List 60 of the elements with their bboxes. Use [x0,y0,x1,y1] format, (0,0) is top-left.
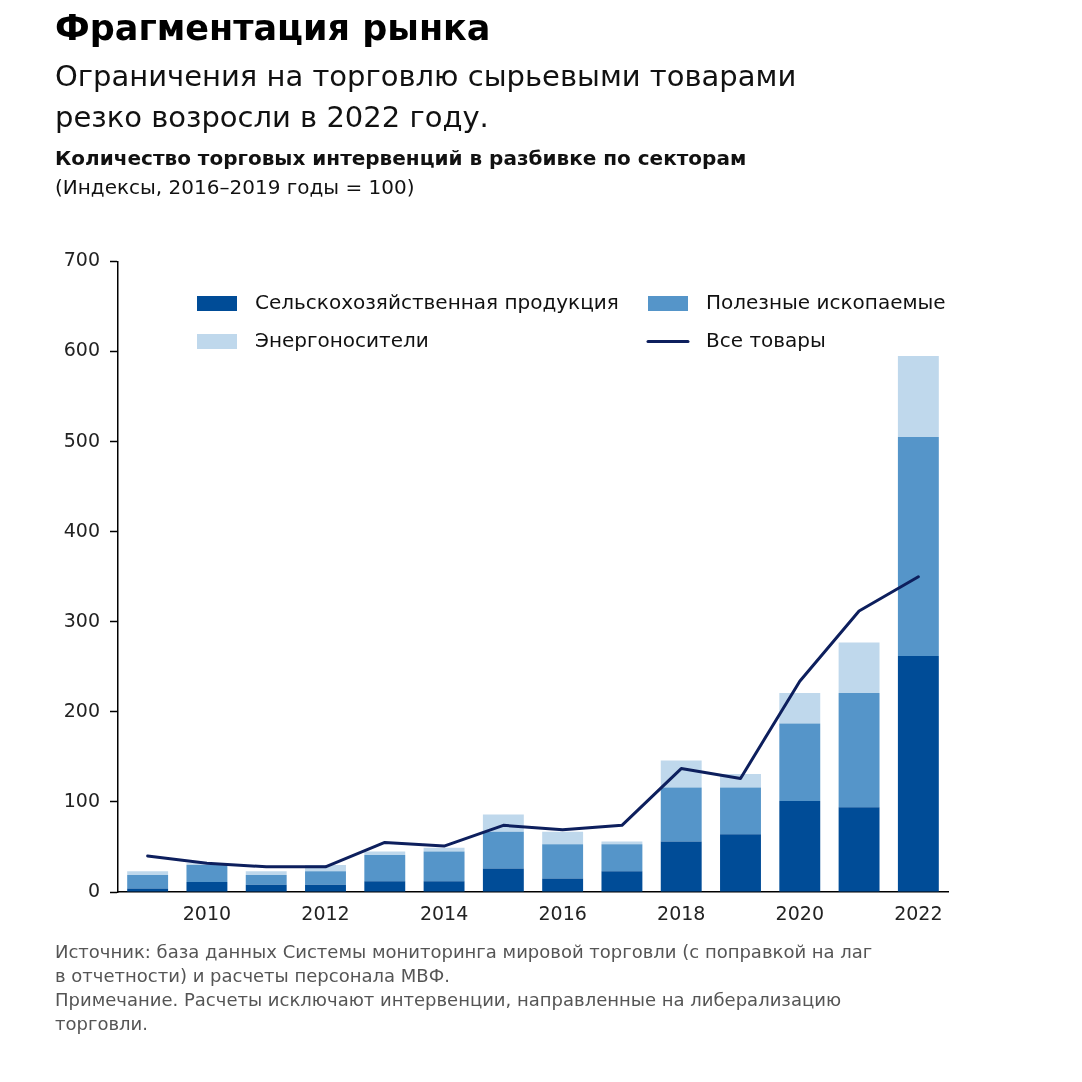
bar [897,355,939,438]
x-tick-label: 2022 [894,902,943,925]
bar [245,874,287,885]
bar [542,844,584,879]
y-tick-label: 600 [63,338,100,361]
bar [838,692,880,808]
bar [186,882,228,892]
bar [305,884,346,892]
bar [779,801,821,892]
bar [305,871,346,885]
bar [245,871,287,875]
chart-title: Фрагментация рынка [55,8,491,48]
bar [127,871,169,875]
legend-label: Полезные ископаемые [706,289,946,314]
x-tick-label: 2018 [657,902,706,925]
x-tick-label: 2014 [419,902,469,925]
x-tick-label: 2012 [301,902,350,925]
bar [542,878,584,892]
text: Примечание. Расчеты исключают интервенции, направленные на либерализацию торговли. [55,988,843,1036]
bar [720,787,761,835]
bar [779,723,821,802]
text: Источник: база данных Системы мониторинга мировой торговли (с поправкой на лаг в отчетности) и расчеты персонала МВФ. [55,940,874,988]
bar [601,871,643,892]
bar [838,642,880,693]
legend-label: Сельскохозяйственная продукция [255,289,619,314]
x-tick-label: 2020 [775,902,824,925]
bar [364,881,406,892]
bar [897,655,939,892]
x-tick-label: 2010 [182,902,232,925]
legend-label: Все товары [706,327,826,352]
y-tick-label: 100 [63,788,100,811]
bar [897,437,939,656]
bar [660,787,702,842]
bar [542,831,584,845]
legend-label: Энергоносители [255,327,429,352]
y-tick-label: 200 [63,698,100,721]
text: (Индексы, 2016–2019 годы = 100) [55,175,415,199]
bar [364,855,406,882]
y-tick-label: 300 [63,608,100,631]
y-tick-label: 400 [63,518,100,541]
bar [720,834,761,892]
bar [245,884,287,892]
chart-subtitle: Ограничения на торговлю сырьевыми товарами резко возросли в 2022 году. [55,58,798,136]
y-tick-label: 500 [63,428,100,451]
y-tick-label: 700 [63,248,100,271]
bar [482,868,524,892]
bar [127,874,169,889]
bar [779,692,821,724]
bar [838,807,880,892]
bar [423,851,465,882]
bar [186,864,228,883]
bar [127,888,169,892]
text: Количество торговых интервенций в разбивке по секторам [55,146,747,170]
y-tick-label: 0 [87,878,100,901]
x-tick-label: 2016 [538,902,587,925]
bar [482,831,524,869]
bar [601,844,643,872]
bar [364,851,406,856]
bar [423,881,465,892]
bar [660,841,702,892]
